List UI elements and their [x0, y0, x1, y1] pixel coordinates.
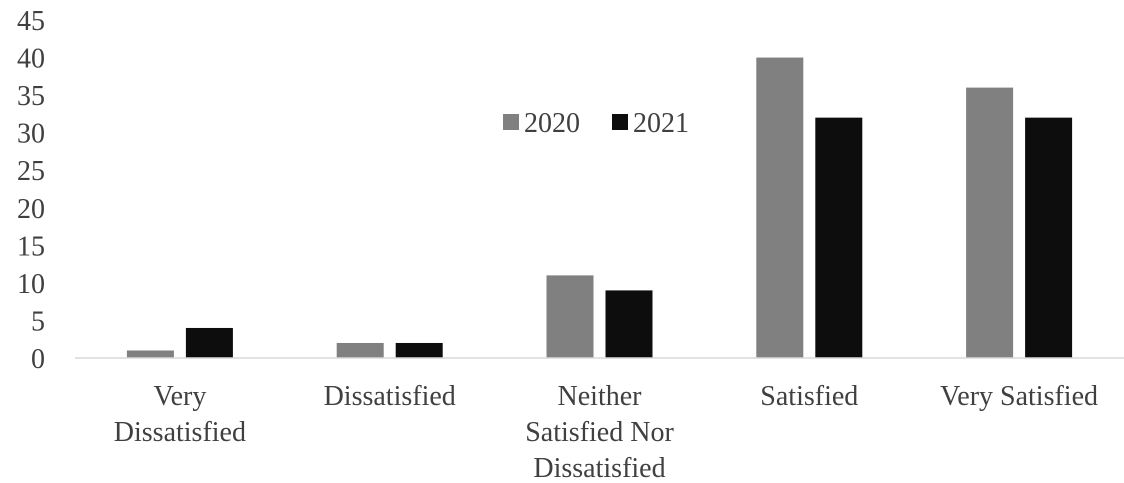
- bar-2021-2: [605, 290, 653, 358]
- x-tick-label-line: Satisfied Nor: [525, 417, 674, 448]
- legend-label-2021: 2021: [633, 108, 689, 139]
- x-tick-label: Very Satisfied: [940, 381, 1098, 412]
- x-tick-label-line: Very Satisfied: [940, 381, 1098, 412]
- bar-2020-2: [546, 275, 594, 358]
- legend-label-2020: 2020: [524, 108, 580, 139]
- y-tick-label: 30: [17, 119, 45, 150]
- legend-swatch-2021: [612, 114, 628, 130]
- x-tick-label-line: Dissatisfied: [533, 453, 665, 483]
- y-tick-label: 35: [17, 81, 45, 112]
- bar-2020-0: [126, 350, 174, 358]
- x-tick-label-line: Dissatisfied: [114, 417, 246, 448]
- x-axis: Very Dissatisfied Dissatisfied Neither Satis…: [75, 357, 1124, 483]
- y-tick-label: 40: [17, 44, 45, 75]
- y-tick-label: 25: [17, 156, 45, 187]
- x-tick-label: Very Dissatisfied: [114, 381, 246, 448]
- y-tick-label: 45: [17, 6, 45, 37]
- y-tick-label: 20: [17, 194, 45, 225]
- bar-2021-3: [815, 117, 863, 359]
- bar-2021-1: [395, 342, 443, 358]
- bar-2020-3: [756, 57, 804, 359]
- x-tick-label: Neither Satisfied Nor Dissatisfied: [525, 381, 674, 483]
- bar-2021-0: [185, 327, 233, 358]
- x-tick-label-line: Satisfied: [760, 381, 858, 412]
- bar-2021-4: [1025, 117, 1073, 359]
- x-tick-label-line: Neither: [558, 381, 643, 412]
- y-tick-label: 10: [17, 269, 45, 300]
- bars: [126, 57, 1073, 359]
- x-tick-label: Satisfied: [760, 381, 858, 412]
- y-axis: 0 5 10 15 20 25 30 35 40 45: [17, 6, 45, 375]
- y-tick-label: 5: [31, 306, 45, 337]
- y-tick-label: 15: [17, 231, 45, 262]
- x-tick-label-line: Dissatisfied: [324, 381, 456, 412]
- bar-2020-1: [336, 342, 384, 358]
- legend: 2020 2021: [503, 108, 689, 139]
- bar-2020-4: [966, 87, 1014, 358]
- legend-swatch-2020: [503, 114, 519, 130]
- x-tick-label-line: Very: [153, 381, 206, 412]
- x-tick-label: Dissatisfied: [324, 381, 456, 412]
- y-tick-label: 0: [31, 344, 45, 375]
